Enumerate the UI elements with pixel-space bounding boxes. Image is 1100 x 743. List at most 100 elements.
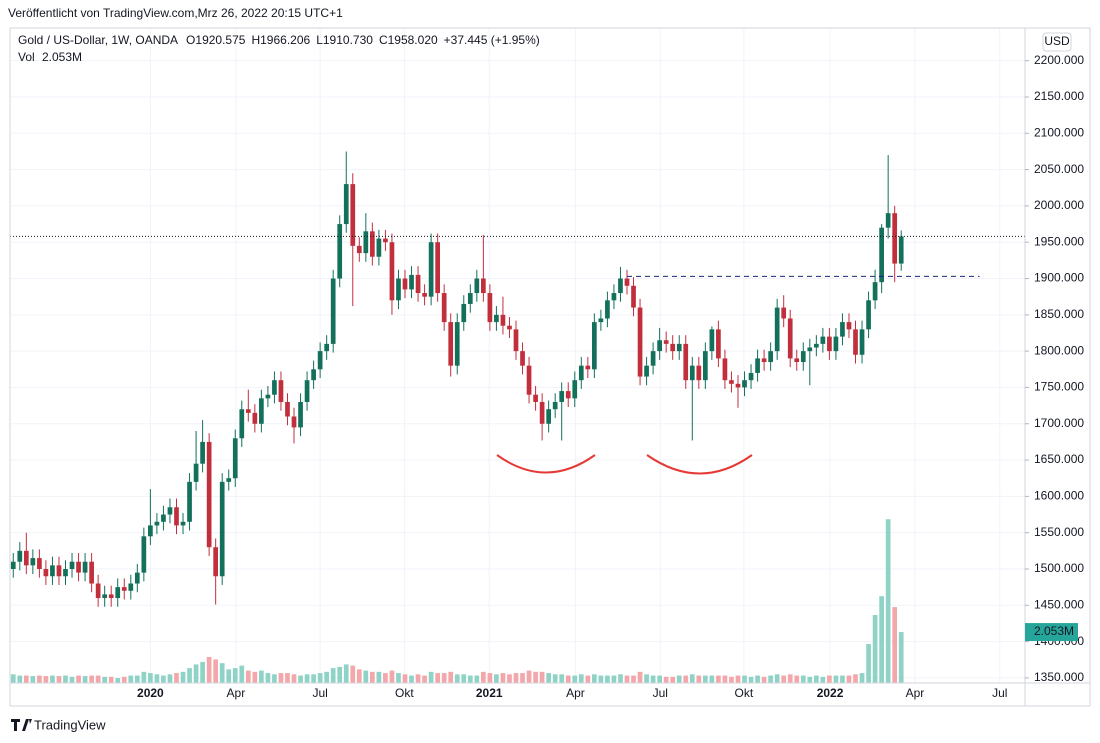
volume-bar — [102, 676, 108, 683]
candle-body — [291, 416, 297, 428]
candle-body — [187, 481, 192, 522]
candle-body — [761, 358, 767, 363]
volume-bar — [663, 676, 669, 683]
candle-body — [415, 274, 421, 294]
y-tick-label: 2150.000 — [1034, 89, 1084, 103]
candle-body — [128, 583, 134, 591]
candle-body — [23, 550, 29, 566]
volume-bar — [272, 674, 277, 683]
candle-body — [226, 478, 232, 482]
candle-body — [376, 238, 382, 257]
y-tick-label: 1750.000 — [1034, 380, 1084, 394]
candle-body — [252, 412, 258, 424]
volume-bar — [755, 675, 760, 683]
volume-bar — [716, 675, 721, 683]
volume-bar — [618, 674, 623, 683]
candle-body — [370, 231, 375, 257]
y-tick-label: 1500.000 — [1034, 561, 1084, 575]
y-tick-label: 1800.000 — [1034, 343, 1084, 357]
candle-body — [174, 507, 179, 526]
candle-body — [716, 329, 721, 359]
y-tick-label: 1450.000 — [1034, 597, 1084, 611]
candle-body — [611, 293, 617, 301]
candle-body — [180, 521, 186, 526]
candle-body — [154, 521, 160, 526]
candle-body — [245, 409, 251, 413]
ohlc-value: 1920.575 — [195, 33, 245, 47]
candle-body — [709, 329, 715, 352]
ohlc-value: 1910.730 — [323, 33, 373, 47]
candle-body — [507, 325, 512, 330]
candle-body — [755, 358, 760, 373]
candle-body — [200, 441, 205, 464]
currency-box[interactable] — [1042, 32, 1072, 52]
ohlc-legend: O 1920.575 H 1966.206 L 1910.730 C 1958.020 +37.… — [186, 33, 540, 47]
candle-body — [102, 594, 108, 599]
volume-bar — [598, 675, 604, 683]
candle-body — [148, 525, 153, 537]
x-tick-label: Okt — [395, 686, 414, 700]
brand: TradingView — [11, 717, 106, 732]
candle-body — [546, 409, 551, 424]
volume-bar — [154, 674, 160, 683]
candle-body — [17, 550, 23, 562]
candle-body — [800, 351, 806, 363]
change: +37.445 (+1.95%) — [444, 33, 540, 47]
volume-bar — [559, 674, 565, 683]
volume-bar — [467, 675, 473, 683]
volume-bar — [591, 674, 597, 683]
candle-body — [657, 340, 662, 352]
candle-body — [637, 307, 643, 377]
volume-bar — [422, 675, 427, 683]
volume-bar — [520, 673, 525, 683]
candle-body — [383, 238, 388, 243]
volume-bar — [174, 673, 179, 683]
currency[interactable]: USD — [1044, 34, 1070, 48]
candle-body — [846, 322, 852, 330]
volume-bar — [813, 675, 819, 683]
y-tick-label: 2050.000 — [1034, 162, 1084, 176]
candle-body — [676, 343, 682, 352]
volume-bar — [461, 674, 467, 683]
candle-body — [624, 278, 630, 286]
candle-body — [879, 227, 884, 283]
volume-bar — [481, 671, 486, 683]
volume-bar — [735, 675, 741, 683]
volume-bar — [657, 675, 662, 683]
candle-body — [363, 231, 369, 254]
volume-bar — [63, 675, 68, 683]
candle-layer — [10, 151, 904, 607]
candle-body — [859, 329, 865, 355]
candle-body — [76, 561, 81, 573]
candle-body — [435, 242, 441, 294]
candle-body — [467, 293, 473, 304]
volume-bar — [774, 674, 780, 683]
volume-bar — [507, 674, 512, 683]
volume-bar — [722, 675, 728, 683]
x-tick-label: 2021 — [476, 686, 503, 700]
volume-bar — [533, 671, 538, 683]
candle-body — [232, 438, 238, 479]
volume-badge-label: 2.053M — [1034, 624, 1074, 638]
candle-body — [631, 285, 636, 308]
volume-bar — [578, 674, 584, 683]
candle-body — [526, 365, 532, 395]
volume-bar — [892, 607, 898, 683]
candle-body — [56, 565, 62, 577]
volume-bar — [187, 668, 192, 683]
volume-bar — [161, 675, 166, 683]
volume-bar — [781, 675, 787, 683]
candle-body — [513, 329, 519, 352]
candle-body — [827, 336, 832, 352]
volume-bar — [285, 673, 290, 683]
candle-body — [82, 561, 88, 573]
candle-body — [63, 568, 68, 577]
candle-body — [193, 463, 199, 482]
volume-bar — [513, 673, 519, 683]
volume-bar — [30, 676, 36, 683]
volume-bar — [134, 675, 140, 683]
x-tick-label: Jul — [312, 686, 327, 700]
volume-bar — [389, 670, 395, 683]
x-tick-label: Apr — [566, 686, 585, 700]
